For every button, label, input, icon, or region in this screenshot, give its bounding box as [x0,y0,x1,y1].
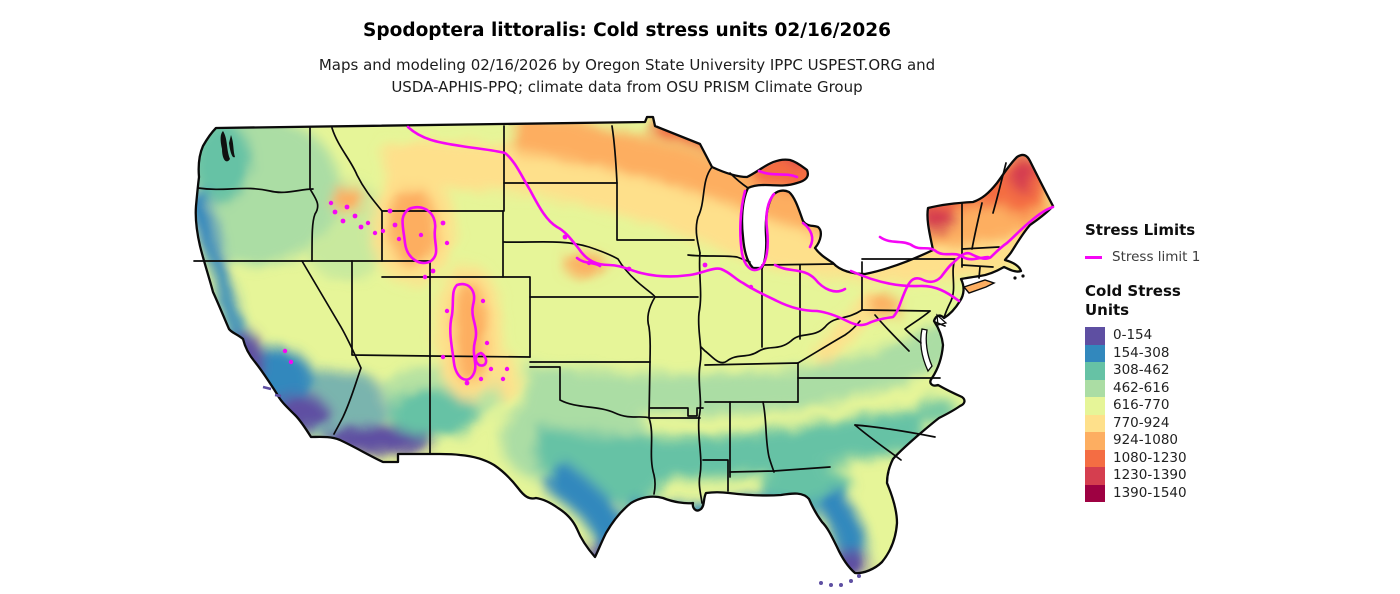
stress-limits-title: Stress Limits [1085,221,1196,239]
legend-class-label: 924-1080 [1113,432,1178,448]
legend-class-label: 1230-1390 [1113,467,1187,483]
state-boundaries [193,125,1007,504]
cold-stress-classes: 0-154 154-308 308-462 462-616 616-770 770-924… [1085,327,1335,502]
stress-limit-line-sample [1085,255,1102,259]
legend-swatch [1085,397,1105,415]
legend-swatch [1085,327,1105,345]
channel-islands [262,385,282,398]
legend-class-row: 1390-1540 [1085,484,1335,502]
island-dot [1021,274,1025,278]
legend-swatch [1085,414,1105,432]
legend-class-label: 308-462 [1113,362,1170,378]
raster-color-field [195,117,1054,574]
legend-swatch [1085,449,1105,467]
legend-class-row: 770-924 [1085,414,1335,432]
map-title: Spodoptera littoralis: Cold stress units… [363,20,891,41]
florida-keys [819,574,861,587]
header: Spodoptera littoralis: Cold stress units… [0,0,1254,98]
stress-limit-1-overlay [282,125,1055,386]
map-svg [193,115,1055,587]
legend-class-label: 770-924 [1113,414,1170,431]
lake-superior [701,128,825,176]
legend-swatch [1085,484,1105,502]
legend-class-row: 0-154 [1085,327,1335,345]
map-subtitle: Maps and modeling 02/16/2026 by Oregon S… [0,54,1254,98]
legend-class-label: 0-154 [1113,327,1153,343]
legend-swatch [1085,344,1105,362]
subtitle-line-2: USDA-APHIS-PPQ; climate data from OSU PR… [391,78,863,96]
cold-stress-title-line1: Cold Stress [1085,282,1181,300]
legend-swatch [1085,432,1105,450]
legend-class-row: 1080-1230 [1085,449,1335,467]
puget-sound [220,131,235,162]
cold-stress-title-line2: Units [1085,301,1130,319]
legend-class-row: 616-770 [1085,397,1335,415]
subtitle-line-1: Maps and modeling 02/16/2026 by Oregon S… [318,56,936,74]
legend-class-label: 462-616 [1113,379,1170,396]
us-outline [194,115,1055,575]
long-island [962,279,996,294]
stress-limit-label: Stress limit 1 [1112,249,1201,265]
legend-swatch [1085,467,1105,485]
legend-swatch [1085,362,1105,380]
legend-class-label: 154-308 [1113,344,1170,361]
legend-class-label: 1080-1230 [1113,449,1187,466]
legend-class-label: 1390-1540 [1113,484,1187,501]
legend-class-row: 462-616 [1085,379,1335,397]
legend-class-row: 154-308 [1085,344,1335,362]
legend-class-row: 308-462 [1085,362,1335,380]
legend-class-row: 924-1080 [1085,432,1335,450]
legend-swatch [1085,379,1105,397]
island-dot [1013,276,1017,280]
stress-limit-item: Stress limit 1 [1085,246,1335,268]
legend-class-row: 1230-1390 [1085,467,1335,485]
legend-class-label: 616-770 [1113,397,1170,413]
us-cold-stress-map [185,115,1069,593]
legend: Stress Limits Stress limit 1 Cold Stress… [1085,221,1335,502]
